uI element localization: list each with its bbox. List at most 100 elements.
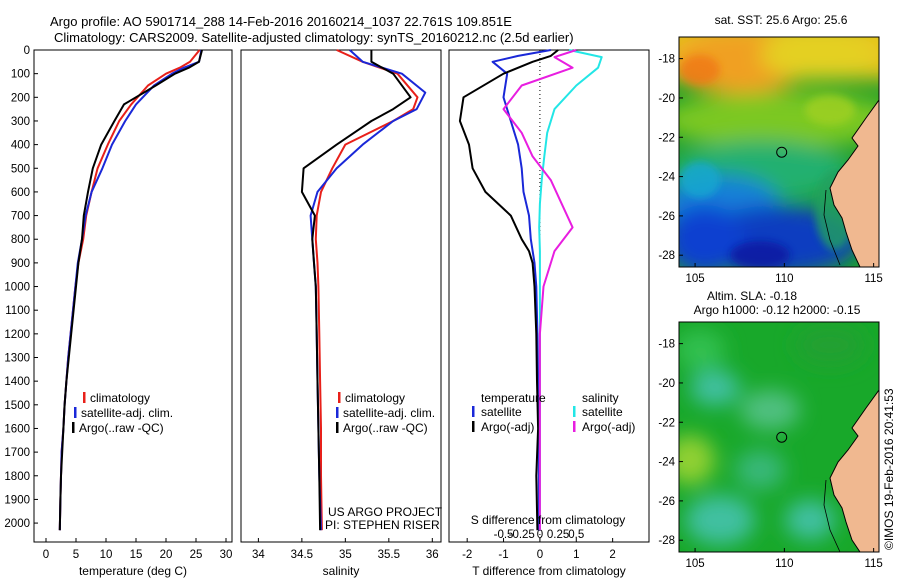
temperature-line-satellite-adj-clim (58, 49, 203, 531)
depth-axis: 0 100 200 300 400 500 600 700 800 900 1000 1100 1200… (4, 45, 38, 530)
profile-lines (58, 49, 603, 531)
depth-tick-label: 1000 (4, 282, 30, 294)
depth-tick-label: 1400 (4, 376, 30, 388)
sst-map (679, 37, 879, 267)
header-line-2: Climatology: CARS2009. Satellite-adjuste… (54, 30, 574, 45)
sla-land (830, 390, 879, 552)
s-diff-tick-label: 0.5 (568, 529, 584, 541)
differences-line-argo-adj (502, 49, 577, 531)
depth-tick-label: 2000 (4, 518, 30, 530)
map-x-tick-label: 105 (685, 558, 704, 570)
x-tick-label: 35 (339, 549, 352, 561)
depth-tick-label: 1100 (5, 305, 30, 317)
depth-tick-label: 1800 (4, 471, 30, 483)
map-x-tick-label: 110 (775, 273, 793, 285)
depth-tick-label: 400 (11, 140, 30, 152)
depth-tick-label: 1300 (4, 353, 30, 365)
map-y-tick-label: -22 (658, 132, 675, 144)
legend-label-satellite: satellite-adj. clim. (343, 406, 435, 420)
x-tick-label: 25 (190, 549, 203, 561)
legend-label-s-satellite: satellite (582, 405, 623, 419)
x-tick-label: 34.5 (291, 549, 313, 561)
temperature-x-axis: 0 5 10 15 20 25 30 (43, 538, 232, 561)
differences-line-satellite (538, 49, 603, 531)
legend-label-t-satellite: satellite (481, 405, 522, 419)
sla-shelf-contour (823, 479, 841, 552)
depth-tick-label: 1200 (4, 329, 30, 341)
x-tick-label: 5 (73, 549, 79, 561)
depth-tick-label: 200 (11, 92, 30, 104)
s-difference-x-axis: -0.5-0.2500.250.5 (494, 529, 585, 541)
imos-timestamp: ©IMOS 19-Feb-2016 20:41:53 (882, 388, 896, 550)
map-x-tick-label: 110 (775, 558, 793, 570)
sst-map-axes: 105 110 115 -18 -20 -22 -24 -26 -28 (658, 54, 882, 285)
difference-legend: temperature salinity satellite Argo(-adj… (472, 391, 635, 434)
map-y-tick-label: -24 (658, 457, 675, 469)
map-x-tick-label: 115 (864, 558, 882, 570)
depth-tick-label: 1700 (4, 447, 30, 459)
map-x-tick-label: 105 (685, 273, 704, 285)
temperature-legend: climatology satellite-adj. clim. Argo(..… (72, 391, 173, 435)
x-tick-label: 20 (160, 549, 173, 561)
depth-tick-label: 1500 (4, 400, 30, 412)
x-tick-label: 10 (100, 549, 113, 561)
project-annotation: US ARGO PROJECT (328, 505, 443, 519)
salinity-panel-frame (240, 49, 442, 543)
sst-shelf-contour (823, 189, 841, 266)
sst-map-frame (678, 36, 880, 268)
legend-swatch-t-argo (472, 421, 475, 432)
map-y-tick-label: -20 (658, 378, 675, 390)
legend-swatch-climatology (83, 392, 86, 403)
depth-tick-label: 1900 (4, 494, 30, 506)
legend-label-argo: Argo(..raw -QC) (343, 421, 428, 435)
s-diff-tick-label: -0.25 (509, 529, 535, 541)
legend-header-temperature: temperature (481, 391, 546, 405)
depth-tick-label: 800 (11, 234, 30, 246)
legend-swatch-argo (72, 422, 75, 433)
legend-label-s-argo: Argo(-adj) (582, 420, 635, 434)
sst-land (830, 100, 879, 267)
temperature-line-climatology (58, 49, 201, 531)
legend-swatch-satellite (336, 407, 339, 418)
legend-label-climatology: climatology (90, 391, 150, 405)
legend-swatch-argo (336, 422, 339, 433)
x-tick-label: 34 (252, 549, 265, 561)
x-tick-label: 35.5 (378, 549, 400, 561)
x-tick-label: 1 (573, 549, 579, 561)
pi-annotation: PI: STEPHEN RISER (325, 518, 440, 532)
depth-tick-label: 1600 (4, 423, 30, 435)
salinity-legend: climatology satellite-adj. clim. Argo(..… (325, 391, 443, 532)
temperature-panel-frame (33, 49, 233, 543)
map-x-tick-label: 115 (864, 273, 882, 285)
depth-tick-label: 100 (11, 69, 30, 81)
map-y-tick-label: -24 (658, 172, 675, 184)
s-difference-label: S difference from climatology (471, 513, 626, 527)
depth-tick-label: 0 (24, 45, 30, 57)
x-tick-label: 0 (537, 549, 543, 561)
map-y-tick-label: -22 (658, 417, 675, 429)
legend-header-salinity: salinity (582, 391, 619, 405)
map-y-tick-label: -26 (658, 496, 675, 508)
legend-label-t-argo: Argo(-adj) (481, 420, 534, 434)
x-tick-label: 2 (609, 549, 615, 561)
legend-swatch-s-satellite (573, 406, 576, 417)
sla-map (679, 322, 879, 552)
salinity-xlabel: salinity (323, 564, 360, 578)
depth-tick-label: 900 (11, 258, 30, 270)
differences-line-argo-adj (458, 49, 559, 531)
legend-label-satellite: satellite-adj. clim. (81, 406, 173, 420)
legend-swatch-s-argo (573, 421, 576, 432)
depth-tick-label: 700 (11, 211, 30, 223)
salinity-line-climatology (314, 49, 419, 531)
map-y-tick-label: -28 (658, 535, 675, 547)
sst-coastline (829, 99, 879, 267)
depth-tick-label: 600 (11, 187, 30, 199)
legend-label-climatology: climatology (345, 391, 405, 405)
t-difference-xlabel: T difference from climatology (472, 564, 626, 578)
sla-map-frame (678, 321, 880, 553)
sla-map-title: Altim. SLA: -0.18 (707, 289, 797, 303)
temperature-line-argo-raw-qc (58, 49, 203, 531)
x-tick-label: -2 (462, 549, 472, 561)
sla-map-subtitle: Argo h1000: -0.12 h2000: -0.15 (694, 303, 861, 317)
